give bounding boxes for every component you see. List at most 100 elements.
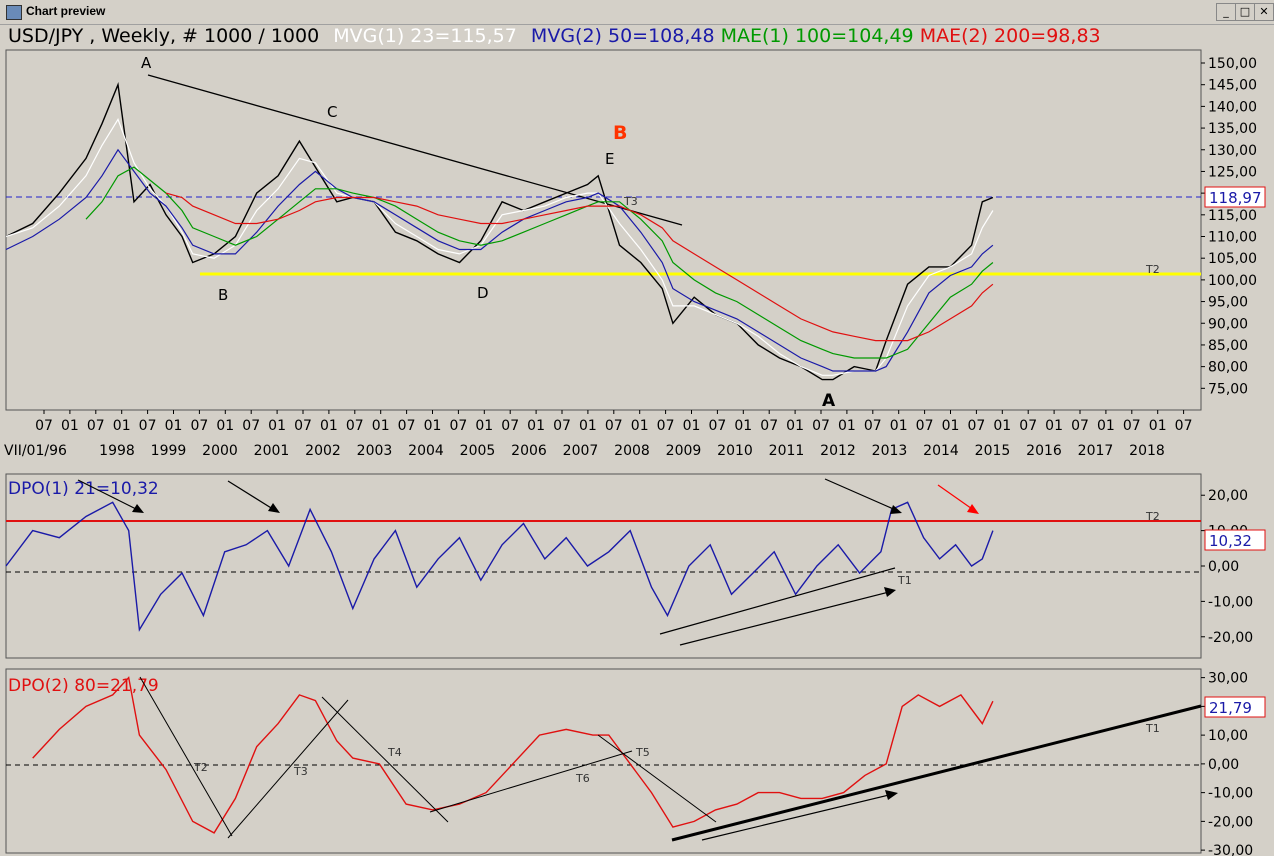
x-month-label: 01 — [1149, 418, 1167, 434]
dpo1-arrow-2 — [227, 480, 277, 512]
dpo1-last-box — [1204, 529, 1266, 551]
x-month-label: 01 — [1097, 418, 1115, 434]
x-month-label: 07 — [501, 418, 519, 434]
y-tick-label: 85,00 — [1208, 338, 1248, 354]
wave-label-big-a: A — [822, 391, 836, 411]
x-year-label: 1998 — [99, 443, 135, 459]
x-month-label: 07 — [708, 418, 726, 434]
dpo2-trend-t4 — [321, 696, 449, 823]
x-month-label: 07 — [87, 418, 105, 434]
dpo2-last-box — [1204, 696, 1266, 718]
x-month-label: 07 — [605, 418, 623, 434]
x-month-label: 01 — [372, 418, 390, 434]
dpo2-label-t4: T4 — [387, 746, 402, 759]
y-tick-label: 80,00 — [1208, 360, 1248, 376]
y-tick-label: 105,00 — [1208, 251, 1257, 267]
series-line-mvg-1-23 — [5, 118, 994, 376]
dpo1-arrow-red — [937, 484, 976, 512]
x-month-label: 07 — [1175, 418, 1193, 434]
panel-splitter-1[interactable] — [6, 462, 1201, 470]
mae2-label: MAE(2) 200=98,83 — [920, 25, 1101, 47]
x-month-label: 07 — [398, 418, 416, 434]
x-year-label: 2010 — [717, 443, 753, 459]
y-tick-label: 90,00 — [1208, 316, 1248, 332]
mvg1-label: MVG(1) 23=115,57 — [333, 25, 517, 47]
dpo1-label-t2: T2 — [1145, 510, 1160, 523]
dpo1-panel — [5, 473, 1202, 659]
x-year-label: 2000 — [202, 443, 238, 459]
x-year-label: 2013 — [872, 443, 908, 459]
y-tick-label: -20,00 — [1208, 814, 1253, 830]
x-month-label: 07 — [242, 418, 260, 434]
panel-splitter-2[interactable] — [6, 660, 1201, 667]
y-tick-label: 30,00 — [1208, 671, 1248, 687]
price-panel — [5, 49, 1202, 411]
x-month-label: 01 — [1045, 418, 1063, 434]
dpo2-title: DPO(2) 80=21,79 — [8, 676, 159, 696]
x-year-label: 2014 — [923, 443, 959, 459]
x-month-label: 01 — [268, 418, 286, 434]
dpo2-label-t2: T2 — [193, 761, 208, 774]
x-year-label: 2009 — [666, 443, 702, 459]
x-month-label: 07 — [812, 418, 830, 434]
x-axis-years: 1998 1999 2000 2001 2002 2003 2004 2005 2006 2007… — [99, 443, 1165, 459]
x-month-label: 01 — [165, 418, 183, 434]
x-month-label: 01 — [320, 418, 338, 434]
dpo2-panel — [5, 668, 1202, 854]
series-line-mae-2-200 — [165, 192, 994, 342]
x-month-label: 07 — [35, 418, 53, 434]
y-tick-label: 140,00 — [1208, 99, 1257, 115]
window-title: Chart preview — [26, 4, 106, 18]
dpo1-title: DPO(1) 21=10,32 — [8, 479, 159, 499]
y-tick-label: 115,00 — [1208, 208, 1257, 224]
x-year-label: 2003 — [357, 443, 393, 459]
series-line-mvg-2-50 — [5, 148, 994, 372]
dpo1-arrowhead-3 — [890, 505, 902, 514]
x-month-label: 01 — [683, 418, 701, 434]
x-month-label: 07 — [139, 418, 157, 434]
y-tick-label: 130,00 — [1208, 143, 1257, 159]
price-series-group — [5, 82, 994, 381]
y-tick-label: 20,00 — [1208, 488, 1248, 504]
y-tick-label: 10,00 — [1208, 728, 1248, 744]
symbol-label: USD/JPY , Weekly, # 1000 / 1000 — [8, 25, 319, 47]
x-month-label: 07 — [190, 418, 208, 434]
y-tick-label: 95,00 — [1208, 295, 1248, 311]
y-tick-label: -20,00 — [1208, 630, 1253, 646]
x-year-label: 2007 — [563, 443, 599, 459]
dpo1-trend-low — [659, 567, 896, 635]
x-month-label: 07 — [1019, 418, 1037, 434]
mae1-label: MAE(1) 100=104,49 — [721, 25, 914, 47]
x-month-label: 01 — [838, 418, 856, 434]
trend-label-t2: T2 — [1145, 263, 1160, 276]
dpo1-arrow-up — [679, 590, 894, 646]
dpo2-trend-t3 — [227, 699, 349, 839]
x-year-label: 2015 — [975, 443, 1011, 459]
dpo1-last-value: 10,32 — [1209, 532, 1252, 550]
wave-label-d: D — [477, 284, 489, 302]
wave-label-e: E — [605, 150, 614, 168]
dpo1-arrow-3 — [824, 478, 899, 512]
dpo2-label-t1: T1 — [1145, 722, 1160, 735]
dpo2-series-group — [32, 676, 994, 834]
x-month-label: 01 — [942, 418, 960, 434]
x-year-label: 1999 — [151, 443, 187, 459]
dpo2-label-t5: T5 — [635, 746, 650, 759]
wave-label-big-b: B — [613, 122, 627, 144]
dpo1-series-group — [5, 501, 994, 632]
y-tick-label: 135,00 — [1208, 121, 1257, 137]
dpo1-arrow-1 — [77, 479, 141, 512]
x-month-label: 01 — [527, 418, 545, 434]
price-y-axis: 150,00145,00140,00135,00130,00125,00120,… — [1201, 56, 1257, 397]
x-month-label: 01 — [631, 418, 649, 434]
x-year-label: 2008 — [614, 443, 650, 459]
x-axis-start: VII/01/96 — [4, 443, 67, 459]
x-month-label: 07 — [294, 418, 312, 434]
y-tick-label: -10,00 — [1208, 786, 1253, 802]
x-year-label: 2011 — [769, 443, 805, 459]
x-year-label: 2018 — [1129, 443, 1165, 459]
x-month-label: 01 — [424, 418, 442, 434]
x-month-label: 07 — [346, 418, 364, 434]
x-month-label: 07 — [760, 418, 778, 434]
